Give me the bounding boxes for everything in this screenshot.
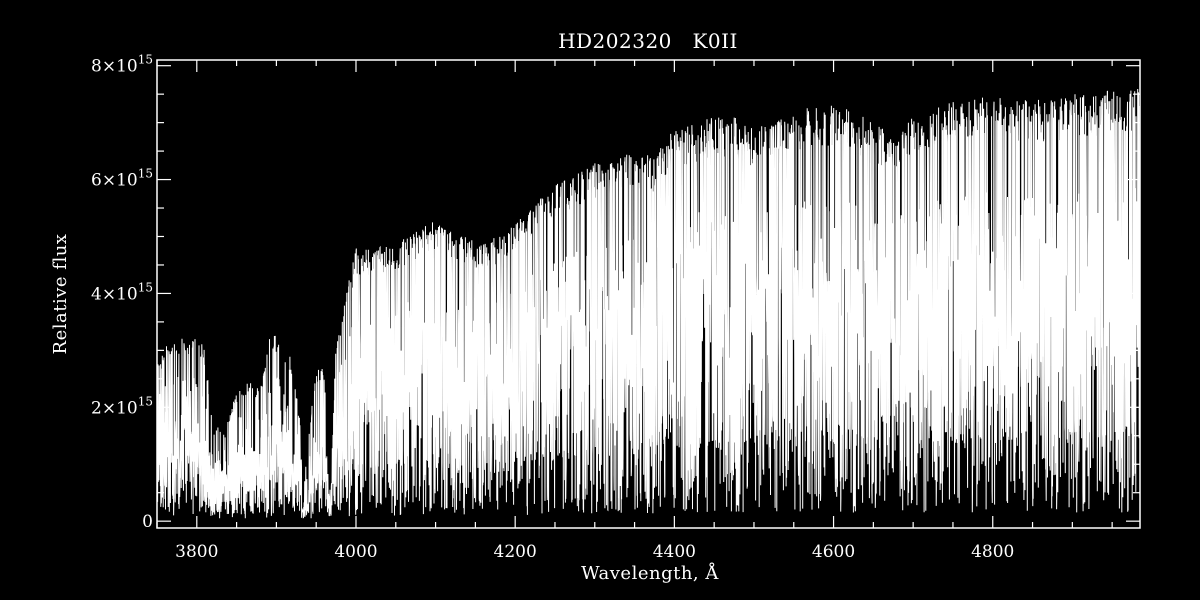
- y-tick-label: 4×1015: [91, 280, 153, 304]
- y-tick-mantissa: 2×10: [91, 398, 138, 418]
- x-tick-label: 4600: [812, 542, 855, 562]
- chart-title: HD202320 K0II: [558, 29, 738, 53]
- y-tick-mantissa: 8×10: [91, 57, 138, 77]
- x-tick-label: 3800: [175, 542, 218, 562]
- y-tick-label: 6×1015: [91, 167, 153, 191]
- y-tick-exponent: 15: [138, 280, 153, 294]
- x-tick-label: 4400: [653, 542, 696, 562]
- x-axis: 3800 4000 4200 4400 4600 4800: [156, 60, 1113, 562]
- y-tick-exponent: 15: [138, 394, 153, 408]
- y-tick-exponent: 15: [138, 167, 153, 181]
- y-axis-title: Relative flux: [50, 234, 71, 355]
- y-tick-mantissa: 4×10: [91, 284, 138, 304]
- spectrum-series: [156, 88, 1141, 519]
- x-tick-label: 4000: [334, 542, 377, 562]
- x-axis-title: Wavelength, Å: [581, 562, 719, 584]
- y-tick-label: 2×1015: [91, 394, 153, 418]
- y-tick-label: 0: [142, 512, 153, 532]
- x-tick-label: 4800: [971, 542, 1014, 562]
- y-tick-label: 8×1015: [91, 53, 153, 77]
- x-tick-label: 4200: [494, 542, 537, 562]
- spectrum-line: [156, 88, 1141, 519]
- y-tick-mantissa: 6×10: [91, 171, 138, 191]
- y-tick-exponent: 15: [138, 53, 153, 67]
- y-tick-mantissa: 0: [142, 512, 153, 532]
